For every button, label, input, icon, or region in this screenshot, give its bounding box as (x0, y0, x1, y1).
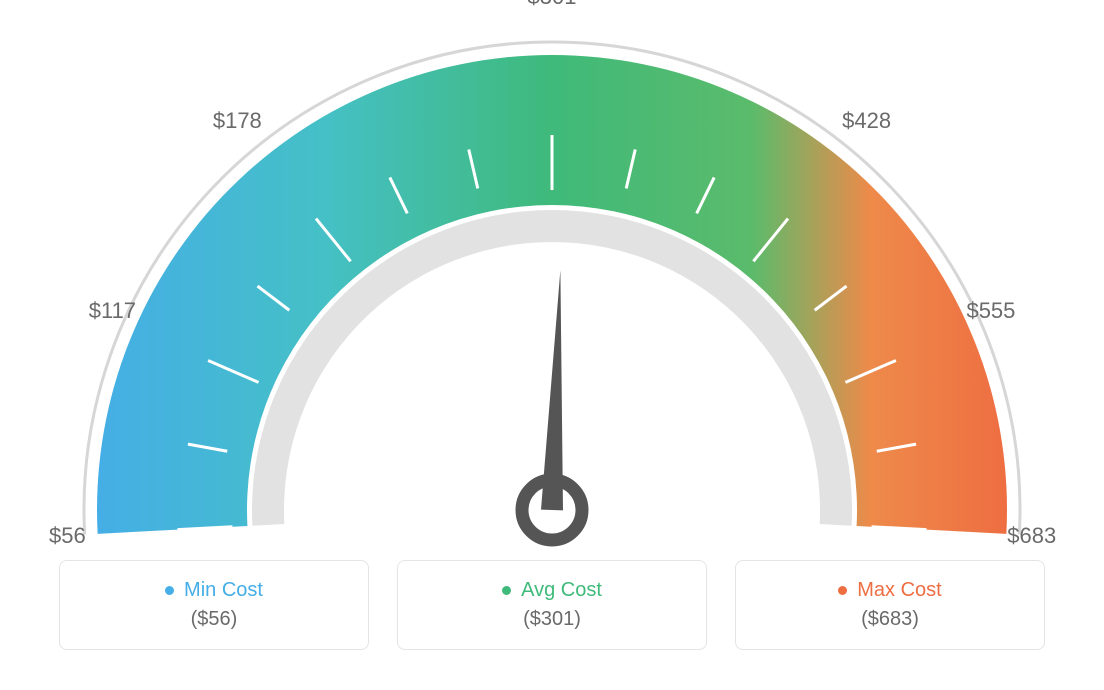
gauge-tick-label: $555 (966, 298, 1015, 324)
legend-title-row: Max Cost (838, 579, 941, 602)
gauge-tick-label: $683 (1007, 523, 1056, 549)
gauge-chart-container: $56 $117 $178 $301 $428 $555 $683 Min Cost ($56… (0, 0, 1104, 690)
legend-value: ($56) (191, 608, 238, 631)
legend-title: Max Cost (857, 579, 941, 602)
gauge-wrap: $56$117$178$301$428$555$683 (32, 10, 1072, 550)
legend-card: Min Cost ($56) (59, 560, 369, 650)
legend-value: ($301) (523, 608, 581, 631)
gauge-tick-label: $428 (842, 108, 891, 134)
legend-title-row: Avg Cost (502, 579, 602, 602)
legend-card: Avg Cost ($301) (397, 560, 707, 650)
gauge-svg (32, 10, 1072, 550)
legend-dot (165, 586, 174, 595)
gauge-tick-label: $178 (213, 108, 262, 134)
gauge-tick-label: $117 (89, 298, 136, 324)
gauge-tick-label: $56 (49, 523, 86, 549)
gauge-tick-label: $301 (528, 0, 577, 10)
legend-dot (502, 586, 511, 595)
legend-value: ($683) (861, 608, 919, 631)
legend-card: Max Cost ($683) (735, 560, 1045, 650)
legend-title-row: Min Cost (165, 579, 263, 602)
legend-title: Min Cost (184, 579, 263, 602)
legend-title: Avg Cost (521, 579, 602, 602)
legend-row: Min Cost ($56) Avg Cost ($301) Max Cost ($683… (59, 560, 1045, 650)
legend-dot (838, 586, 847, 595)
